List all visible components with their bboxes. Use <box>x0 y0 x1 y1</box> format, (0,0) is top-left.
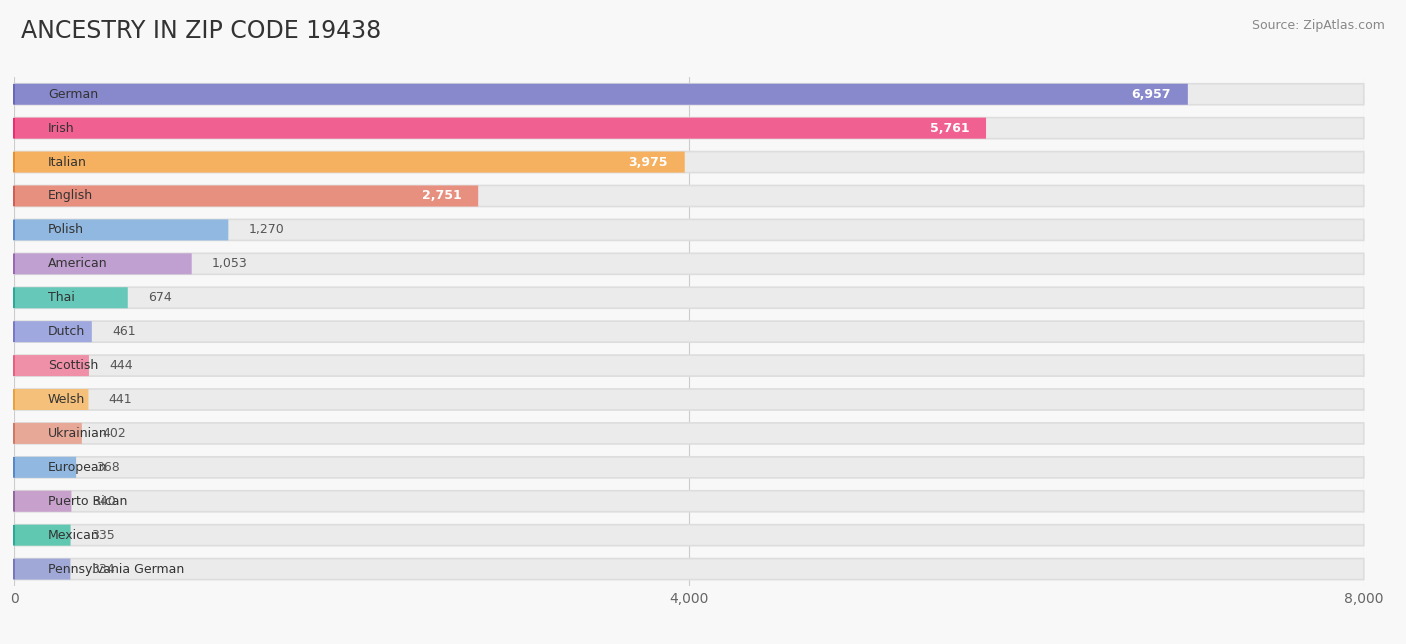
Text: Puerto Rican: Puerto Rican <box>48 495 127 507</box>
Text: Pennsylvania German: Pennsylvania German <box>48 563 184 576</box>
FancyBboxPatch shape <box>14 253 191 274</box>
FancyBboxPatch shape <box>14 389 89 410</box>
FancyBboxPatch shape <box>14 84 1188 105</box>
FancyBboxPatch shape <box>14 525 70 545</box>
Text: 6,957: 6,957 <box>1132 88 1171 100</box>
Text: Ukrainian: Ukrainian <box>48 427 107 440</box>
Text: 3,975: 3,975 <box>628 156 668 169</box>
FancyBboxPatch shape <box>14 253 1364 274</box>
FancyBboxPatch shape <box>14 423 1364 444</box>
Text: German: German <box>48 88 98 100</box>
Text: 2,751: 2,751 <box>422 189 461 202</box>
Text: Polish: Polish <box>48 223 84 236</box>
Text: 334: 334 <box>90 563 114 576</box>
Text: 674: 674 <box>148 291 172 304</box>
Text: Mexican: Mexican <box>48 529 100 542</box>
Text: 402: 402 <box>103 427 127 440</box>
FancyBboxPatch shape <box>14 287 1364 308</box>
FancyBboxPatch shape <box>14 151 685 173</box>
FancyBboxPatch shape <box>14 491 72 512</box>
Text: Thai: Thai <box>48 291 75 304</box>
Text: Dutch: Dutch <box>48 325 84 338</box>
Text: 1,053: 1,053 <box>212 258 247 270</box>
FancyBboxPatch shape <box>14 220 228 240</box>
Text: Welsh: Welsh <box>48 393 84 406</box>
FancyBboxPatch shape <box>14 525 1364 545</box>
Text: Source: ZipAtlas.com: Source: ZipAtlas.com <box>1251 19 1385 32</box>
Text: 441: 441 <box>108 393 132 406</box>
FancyBboxPatch shape <box>14 118 1364 138</box>
FancyBboxPatch shape <box>14 287 128 308</box>
Text: 368: 368 <box>97 461 120 474</box>
Text: ANCESTRY IN ZIP CODE 19438: ANCESTRY IN ZIP CODE 19438 <box>21 19 381 43</box>
Text: 1,270: 1,270 <box>249 223 284 236</box>
FancyBboxPatch shape <box>14 355 1364 376</box>
FancyBboxPatch shape <box>14 185 478 207</box>
Text: 335: 335 <box>91 529 114 542</box>
FancyBboxPatch shape <box>14 355 89 376</box>
FancyBboxPatch shape <box>14 321 91 342</box>
Text: European: European <box>48 461 107 474</box>
FancyBboxPatch shape <box>14 118 986 138</box>
FancyBboxPatch shape <box>14 491 1364 512</box>
FancyBboxPatch shape <box>14 151 1364 173</box>
Text: Scottish: Scottish <box>48 359 98 372</box>
Text: English: English <box>48 189 93 202</box>
Text: American: American <box>48 258 107 270</box>
FancyBboxPatch shape <box>14 558 70 580</box>
FancyBboxPatch shape <box>14 185 1364 207</box>
FancyBboxPatch shape <box>14 558 1364 580</box>
Text: 444: 444 <box>110 359 132 372</box>
Text: Italian: Italian <box>48 156 87 169</box>
FancyBboxPatch shape <box>14 220 1364 240</box>
FancyBboxPatch shape <box>14 423 82 444</box>
FancyBboxPatch shape <box>14 457 1364 478</box>
FancyBboxPatch shape <box>14 457 76 478</box>
Text: Irish: Irish <box>48 122 75 135</box>
FancyBboxPatch shape <box>14 321 1364 342</box>
Text: 5,761: 5,761 <box>929 122 969 135</box>
Text: 340: 340 <box>91 495 115 507</box>
FancyBboxPatch shape <box>14 84 1364 105</box>
Text: 461: 461 <box>112 325 136 338</box>
FancyBboxPatch shape <box>14 389 1364 410</box>
